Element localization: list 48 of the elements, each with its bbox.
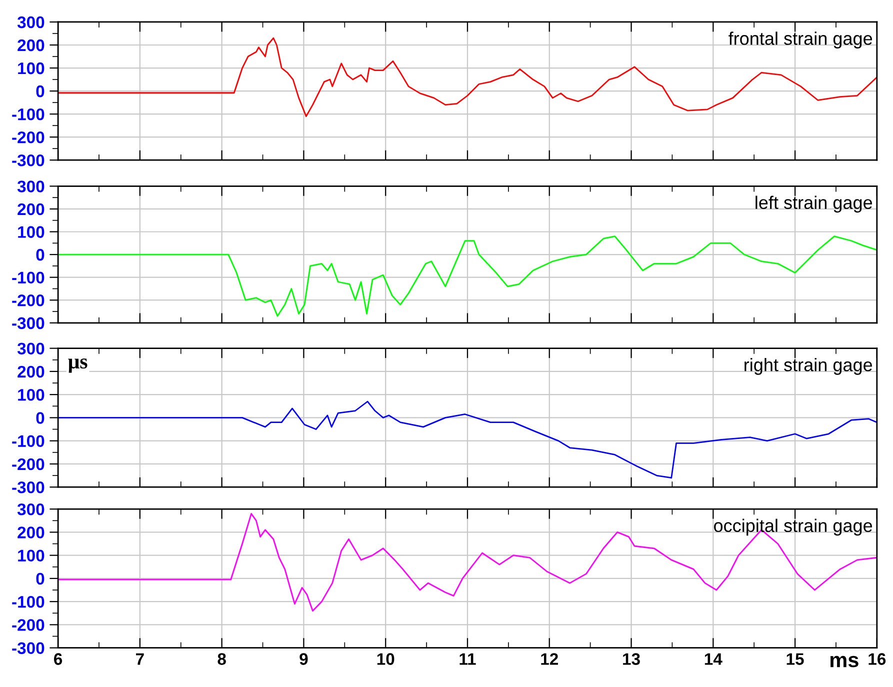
y-tick-label: 200 (18, 366, 44, 378)
text: right strain gage (744, 358, 872, 375)
line-series (58, 236, 877, 317)
y-tick-label: -300 (12, 481, 44, 494)
x-tick-label: 8 (218, 653, 226, 665)
x-tick-label: 14 (704, 653, 722, 665)
y-tick-label: 300 (17, 16, 44, 28)
y-tick-label: -200 (12, 619, 44, 631)
x-tick-label: 16 (868, 653, 886, 665)
y-tick-label: 100 (18, 550, 44, 562)
x-tick-label: 9 (300, 653, 308, 665)
line-series (58, 400, 877, 479)
y-tick-label: -100 (12, 435, 44, 448)
x-axis-title: ms (830, 656, 858, 668)
y-tick-label: 200 (18, 526, 44, 538)
y-tick-label: 100 (18, 388, 44, 401)
y-tick-label: 300 (17, 503, 44, 516)
y-tick-label: 100 (18, 226, 44, 238)
y-axis-title: μs (68, 358, 88, 373)
y-tick-label: 300 (17, 342, 44, 355)
line-series (58, 513, 877, 612)
series-label: frontal strain gage (728, 32, 872, 48)
y-tick-label: 0 (36, 248, 44, 261)
y-tick-label: -300 (12, 154, 44, 166)
series-label: occipital strain gage (714, 518, 872, 536)
y-tick-label: -100 (12, 272, 44, 284)
y-tick-label: 0 (36, 572, 44, 585)
y-tick-label: -200 (12, 131, 44, 144)
y-tick-label: 200 (18, 39, 44, 52)
x-tick-label: 13 (623, 653, 640, 665)
y-tick-label: -200 (12, 294, 44, 306)
series-label: left strain gage (756, 196, 872, 213)
x-tick-label: 10 (377, 653, 394, 665)
x-tick-label: 12 (541, 653, 558, 665)
x-tick-label: 7 (136, 653, 144, 665)
y-tick-label: -300 (12, 317, 44, 330)
y-tick-label: -100 (12, 596, 44, 608)
y-tick-label: -300 (12, 642, 44, 654)
y-tick-label: -100 (12, 108, 44, 120)
y-tick-label: -200 (12, 458, 44, 470)
x-tick-label: 11 (460, 653, 476, 665)
x-tick-label: 15 (786, 653, 804, 665)
y-tick-label: 0 (36, 412, 44, 424)
y-tick-label: 0 (36, 85, 44, 98)
y-tick-label: 300 (17, 180, 44, 192)
y-tick-label: 100 (18, 62, 44, 74)
x-tick-label: 6 (54, 653, 62, 665)
y-tick-label: 200 (18, 203, 44, 216)
